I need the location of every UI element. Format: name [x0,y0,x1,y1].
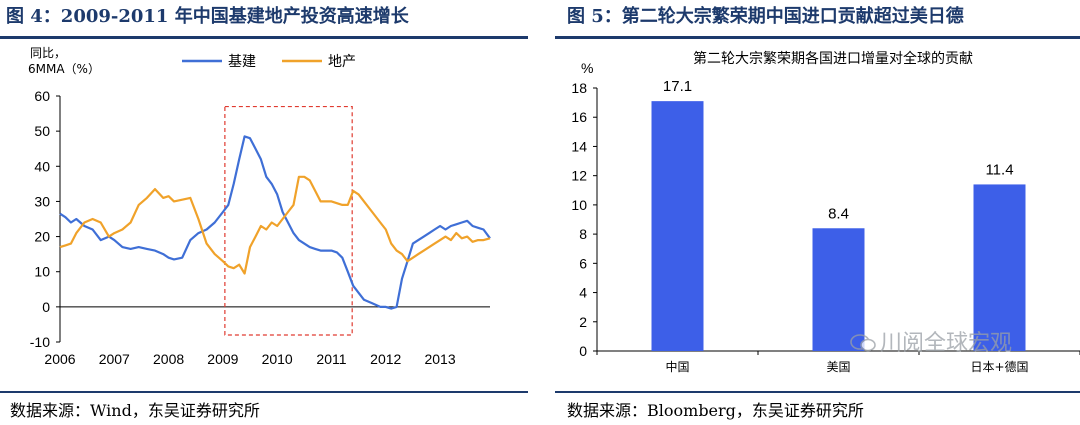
line-chart-legend: 基建 地产 [182,53,356,70]
bar-y-tick-label: 10 [571,197,587,213]
x-tick-label: 2011 [316,351,346,367]
bar-y-tick-labels: 0 2 4 6 8 10 12 14 16 18 [571,80,587,359]
bar-y-tick-label: 0 [579,343,587,359]
left-figure-title: 图 4：2009-2011 年中国基建地产投资高速增长 [6,6,409,27]
bar-y-tick-label: 18 [571,80,587,96]
left-title-rule [0,36,528,39]
bar-y-tick-label: 2 [579,314,587,330]
left-footer-rule [0,391,528,393]
series-line-1 [59,135,491,310]
x-tick-label: 2013 [424,351,455,367]
series-line-2 [59,175,491,275]
bar-y-tick-label: 4 [579,285,587,301]
bar-y-tick-label: 8 [579,226,587,242]
y-tick-label: 60 [34,88,50,104]
bar-category-label: 中国 [665,359,689,374]
bar-y-tick-label: 6 [579,255,587,271]
watermark: 川阅全球宏观 [850,325,1012,357]
bar-1 [651,101,704,352]
legend-label-2: 地产 [328,54,356,70]
bar-chart-title: 第二轮大宗繁荣期各国进口增量对全球的贡献 [693,50,973,67]
bar-y-tick-label: 14 [571,138,587,154]
right-figure-title: 图 5：第二轮大宗繁荣期中国进口贡献超过美日德 [567,6,964,27]
y-tick-label: 0 [42,299,50,315]
bar-category-label: 日本+德国 [970,359,1028,374]
bar-y-tick-label: 12 [571,168,587,184]
legend-label-1: 基建 [228,53,256,70]
x-tick-label: 2008 [153,351,184,367]
bar-value-label: 8.4 [828,205,849,222]
y-axis-label-line-2: 6MMA（%） [28,62,100,76]
bar-y-axis-label: % [581,60,593,76]
y-tick-label: 10 [34,264,50,280]
bar-3 [973,184,1026,351]
x-tick-label: 2009 [207,351,238,367]
right-source-note: 数据来源：Bloomberg，东吴证券研究所 [567,401,864,420]
wechat-icon [850,334,876,352]
y-tick-labels: -10 0 10 20 30 40 50 60 [30,88,50,350]
bar-value-label: 17.1 [663,78,692,95]
x-tick-label: 2007 [99,351,130,367]
line-series-group [59,135,491,310]
bar-value-label: 11.4 [985,161,1013,178]
bar-category-label: 美国 [826,360,850,374]
bar-chart: 第二轮大宗繁荣期各国进口增量对全球的贡献 % 0 2 4 6 8 10 12 14 16 18 中… [571,50,1080,374]
right-figure-panel: 图 5：第二轮大宗繁荣期中国进口贡献超过美日德 第二轮大宗繁荣期各国进口增量对全… [555,0,1080,425]
y-tick-label: 40 [34,158,50,174]
right-footer-rule [555,391,1080,393]
watermark-text: 川阅全球宏观 [880,331,1013,356]
left-source-note: 数据来源：Wind，东吴证券研究所 [10,401,260,420]
y-tick-label: -10 [30,334,50,350]
x-tick-label: 2012 [370,351,401,367]
bar-2 [812,228,865,351]
right-title-rule [555,36,1080,39]
bar-group [651,101,1026,352]
left-figure-panel: 图 4：2009-2011 年中国基建地产投资高速增长 同比， 6MMA（%） … [0,0,528,425]
x-tick-labels: 2006 2007 2008 2009 2010 2011 2012 2013 [44,351,455,367]
y-tick-label: 30 [34,193,50,209]
highlight-box [224,105,353,336]
bar-y-tick-label: 16 [571,109,587,125]
bar-value-labels: 17.1 8.4 11.4 [663,78,1014,222]
x-tick-label: 2006 [44,351,75,367]
line-chart-axes [56,95,490,343]
bar-category-labels: 中国 美国 日本+德国 [665,359,1028,374]
x-tick-label: 2010 [262,351,293,367]
y-tick-label: 20 [34,229,50,245]
y-tick-label: 50 [34,123,50,139]
y-axis-label-line-1: 同比， [30,46,66,60]
